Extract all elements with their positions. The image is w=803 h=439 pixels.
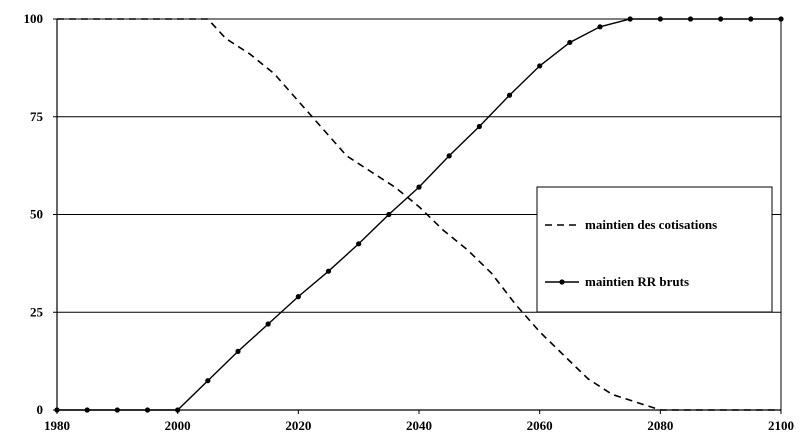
x-tick-label-2020: 2020 [285,418,311,433]
axes: 0 25 50 75 100 1980 2000 2020 2040 2060 2080 2100 [24,11,795,433]
series-2-point-23 [748,16,754,22]
x-tick-label-2080: 2080 [647,418,673,433]
series-2-point-13 [446,153,452,159]
x-tick-label-2000: 2000 [165,418,191,433]
legend-box [536,186,773,313]
series-line-1 [57,18,781,411]
y-tick-label-75: 75 [30,109,44,124]
series-2-point-15 [506,92,513,98]
y-tick-label-0: 0 [37,402,44,417]
series-2-point-18 [597,24,603,30]
series-2-point-5 [205,378,211,384]
series-2-point-9 [325,268,332,274]
series-2-point-10 [356,241,362,247]
series-2-point-22 [718,16,724,22]
y-tick-label-25: 25 [30,304,44,319]
legend-label-1: maintien des cotisations [585,217,717,232]
series-2-point-8 [295,294,301,300]
x-tick-label-2040: 2040 [406,418,432,433]
legend-label-2: maintien RR bruts [585,274,689,289]
series-2-point-6 [235,348,241,354]
y-tick-label-100: 100 [24,11,44,26]
legend-marker-2 [559,279,565,285]
legend: maintien des cotisations maintien RR brut… [536,186,773,313]
series-2-point-7 [265,321,271,327]
series-2-point-20 [657,16,663,22]
series-2-point-14 [476,123,482,130]
series-2-point-17 [567,39,573,46]
series-2-point-11 [386,211,392,218]
x-tick-label-1980: 1980 [44,418,70,433]
x-tick-label-2060: 2060 [527,418,553,433]
x-tick-label-2100: 2100 [768,418,794,433]
y-tick-label-50: 50 [30,207,43,222]
series-2-point-16 [537,63,543,69]
series-2-point-21 [687,16,694,22]
series-2-point-12 [416,184,422,190]
series-2-point-19 [627,16,633,22]
